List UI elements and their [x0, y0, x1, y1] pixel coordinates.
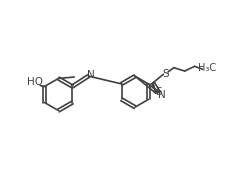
Text: N: N	[158, 90, 165, 100]
Text: N: N	[87, 70, 95, 80]
Text: S: S	[156, 87, 162, 97]
Text: S: S	[163, 69, 169, 79]
Text: HO: HO	[27, 77, 43, 87]
Text: H₃C: H₃C	[198, 63, 216, 73]
